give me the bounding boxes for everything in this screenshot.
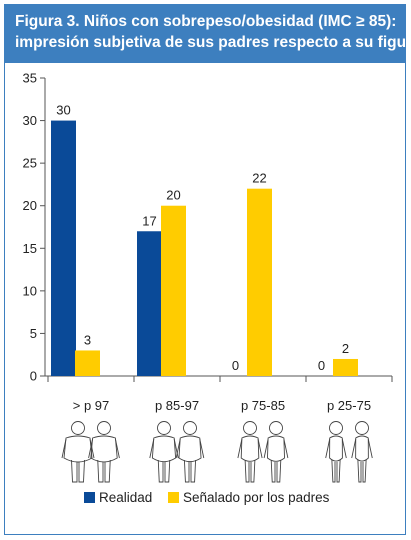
child-arms: [325, 438, 347, 459]
data-label: 3: [84, 332, 91, 347]
y-tick-label: 10: [23, 283, 37, 298]
category-label: p 75-85: [241, 398, 285, 413]
child-head: [97, 421, 111, 435]
child-legs: [157, 459, 171, 483]
y-tick-label: 15: [23, 241, 37, 256]
y-tick-label: 30: [23, 113, 37, 128]
legend-label-realidad: Realidad: [99, 490, 152, 505]
bar-padres: [247, 188, 272, 376]
child-arms: [149, 438, 179, 459]
child-head: [243, 421, 257, 435]
child-head: [71, 421, 85, 435]
figure-title-line-2: impresión subjetiva de sus padres respec…: [15, 34, 411, 51]
y-tick-label: 35: [23, 71, 37, 86]
child-torso: [178, 435, 202, 463]
child-arms: [237, 438, 263, 459]
y-tick-label: 0: [30, 369, 37, 384]
title-bar: Figura 3. Niños con sobrepeso/obesidad (…: [5, 5, 411, 63]
child-head: [329, 421, 343, 435]
child-arms: [175, 438, 205, 459]
category-label: p 85-97: [155, 398, 199, 413]
bar-realidad: [51, 120, 76, 376]
child-legs: [244, 459, 256, 483]
child-figure: [88, 421, 120, 483]
child-torso: [63, 435, 93, 463]
child-figure: [149, 421, 179, 483]
bar-padres: [75, 350, 100, 376]
child-torso: [240, 435, 260, 462]
child-torso: [329, 435, 343, 462]
child-legs: [270, 459, 282, 483]
child-head: [183, 421, 197, 435]
child-torso: [151, 435, 177, 463]
figure-title-line-1: Figura 3. Niños con sobrepeso/obesidad (…: [15, 13, 397, 30]
y-tick-label: 5: [30, 326, 37, 341]
child-legs: [357, 459, 367, 483]
category-label: p 25-75: [327, 398, 371, 413]
data-label: 22: [252, 171, 266, 186]
child-figure: [263, 421, 289, 483]
child-figure: [237, 421, 263, 483]
children-figures: [61, 421, 373, 483]
data-label: 0: [318, 358, 325, 373]
category-label: > p 97: [73, 398, 110, 413]
data-label: 2: [342, 341, 349, 356]
child-torso: [355, 435, 369, 462]
chart-labels: 30 3 > p 97 17 20 p 85-97 0 22 p 75-85 0 2 p 25-75: [56, 103, 371, 413]
child-legs: [97, 459, 111, 483]
data-label: 20: [166, 188, 180, 203]
child-legs: [183, 459, 197, 483]
legend-swatch-realidad: [84, 492, 95, 503]
bar-realidad: [137, 231, 162, 376]
child-figure: [351, 421, 373, 483]
bar-padres: [161, 205, 186, 376]
y-tick-label: 25: [23, 156, 37, 171]
legend-label-padres: Señalado por los padres: [183, 490, 330, 505]
child-figure: [61, 421, 95, 483]
child-arms: [88, 438, 120, 459]
child-figure: [325, 421, 347, 483]
child-head: [157, 421, 171, 435]
legend-swatch-padres: [168, 492, 179, 503]
data-label: 30: [56, 103, 70, 118]
y-tick-label: 20: [23, 198, 37, 213]
child-torso: [267, 435, 285, 462]
child-arms: [351, 438, 373, 459]
data-label: 0: [232, 358, 239, 373]
child-legs: [331, 459, 341, 483]
data-label: 17: [142, 213, 156, 228]
child-figure: [175, 421, 205, 483]
child-torso: [90, 435, 118, 463]
child-head: [355, 421, 369, 435]
child-arms: [263, 438, 289, 459]
chart-legend: Realidad Señalado por los padres: [84, 490, 330, 505]
bar-padres: [333, 358, 358, 376]
child-legs: [71, 459, 85, 483]
child-head: [269, 421, 283, 435]
chart-bars: [51, 120, 358, 376]
